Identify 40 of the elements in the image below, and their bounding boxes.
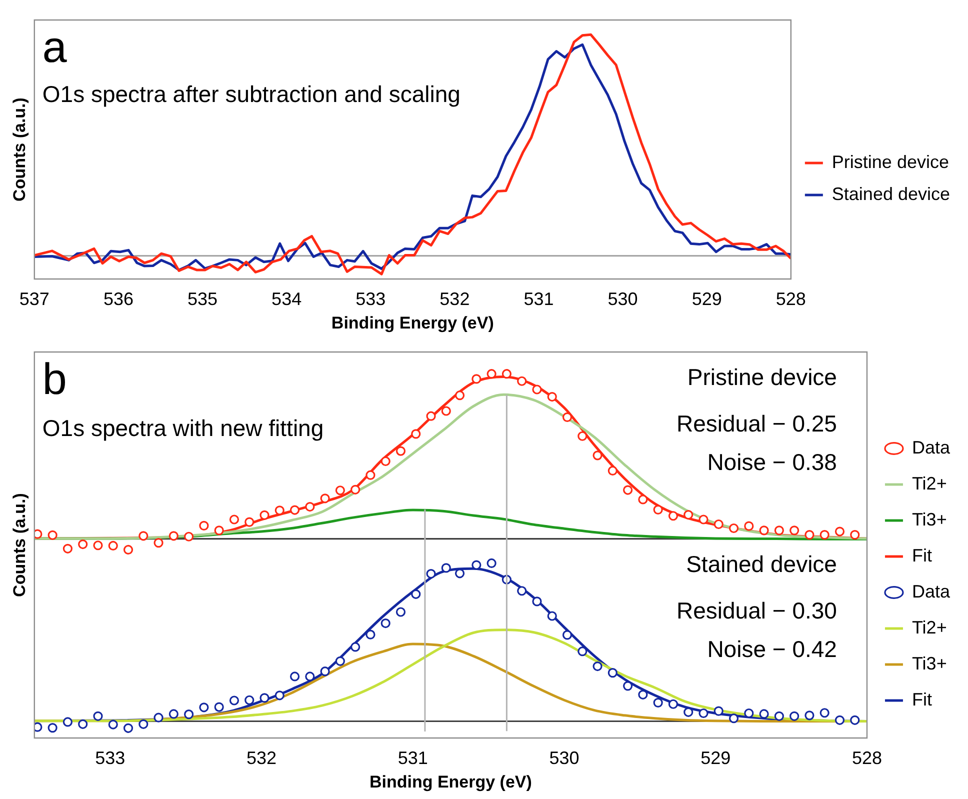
annotation: Noise − 0.42 [707,636,837,662]
y-axis-title: Counts (a.u.) [10,493,29,597]
x-tick-label: 532 [440,288,470,309]
legend-label: Ti3+ [912,509,947,530]
x-tick-label: 532 [246,748,276,768]
legend-label: Ti3+ [912,653,947,674]
legend-label: Pristine device [832,152,949,172]
x-tick-label: 529 [700,748,731,768]
x-tick-label: 530 [549,748,580,768]
legend-label: Fit [912,689,932,710]
x-tick-label: 537 [19,288,50,309]
x-tick-label: 531 [524,288,554,309]
x-tick-label: 536 [103,288,134,309]
annotation: Noise − 0.38 [707,449,837,476]
text: O1s spectra after subtraction and scaling [42,81,460,107]
x-tick-label: 530 [608,288,638,309]
x-axis-title: Binding Energy (eV) [369,772,532,792]
legend-label: Stained device [832,184,950,204]
x-tick-label: 529 [692,288,722,309]
x-tick-label: 533 [356,288,386,309]
x-tick-label: 528 [776,288,806,309]
chart-title: b [42,355,67,404]
legend-label: Data [912,581,951,602]
chart-title: a [42,23,68,72]
annotation: Pristine device [687,364,837,390]
annotation: Residual − 0.30 [676,598,837,624]
legend-label: Fit [912,545,932,566]
x-tick-label: 528 [852,748,882,768]
annotation: Stained device [686,551,837,578]
x-tick-label: 534 [272,288,302,309]
x-tick-label: 533 [95,748,126,768]
legend-label: Ti2+ [912,617,947,638]
y-axis-title: Counts (a.u.) [10,98,29,202]
x-axis-title: Binding Energy (eV) [331,313,494,332]
annotation: Residual − 0.25 [676,410,837,436]
legend-label: Data [912,437,951,458]
text: O1s spectra with new fitting [42,415,324,441]
x-tick-label: 535 [187,288,218,309]
legend-label: Ti2+ [912,473,947,494]
x-tick-label: 531 [398,748,428,768]
